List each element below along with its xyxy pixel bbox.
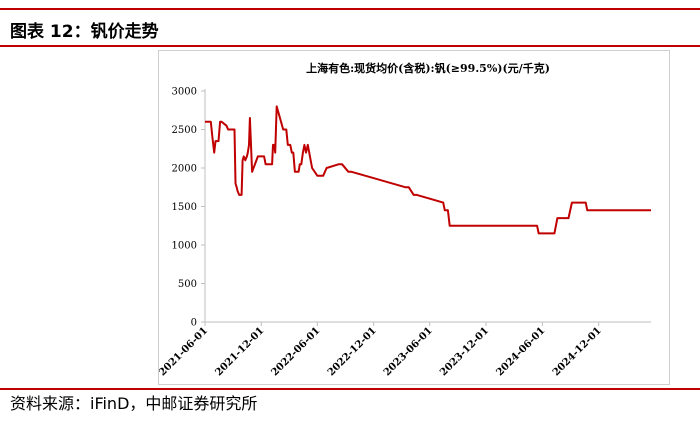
x-tick-label: 2022-12-01 — [326, 325, 379, 378]
title-underline-rule — [0, 45, 700, 47]
y-tick-label: 2500 — [172, 125, 197, 136]
x-tick-label: 2021-06-01 — [159, 325, 210, 378]
y-tick-label: 1500 — [172, 202, 197, 213]
y-tick-label: 1000 — [172, 241, 197, 252]
y-tick-label: 500 — [178, 279, 197, 290]
x-tick-label: 2021-12-01 — [213, 325, 266, 378]
y-tick-label: 2000 — [172, 164, 197, 175]
top-rule — [0, 8, 700, 10]
x-tick-label: 2024-06-01 — [494, 325, 547, 378]
figure-title: 图表 12：钒价走势 — [10, 22, 159, 42]
price-series-line — [205, 105, 651, 235]
x-tick-label: 2024-12-01 — [551, 325, 604, 378]
x-tick-label: 2023-12-01 — [438, 325, 491, 378]
y-tick-label: 3000 — [172, 87, 197, 98]
x-tick-label: 2023-06-01 — [382, 325, 435, 378]
bottom-rule — [0, 388, 700, 390]
x-tick-label: 2022-06-01 — [269, 325, 322, 378]
source-note: 资料来源：iFinD，中邮证券研究所 — [10, 394, 258, 413]
chart-panel: 上海有色:现货均价(含税):钒(≥99.5%)(元/千克) 0 500 1000 150… — [158, 50, 670, 385]
price-line-chart: 上海有色:现货均价(含税):钒(≥99.5%)(元/千克) 0 500 1000 150… — [159, 61, 651, 378]
chart-title: 上海有色:现货均价(含税):钒(≥99.5%)(元/千克) — [306, 61, 550, 75]
y-tick-label: 0 — [191, 318, 197, 329]
